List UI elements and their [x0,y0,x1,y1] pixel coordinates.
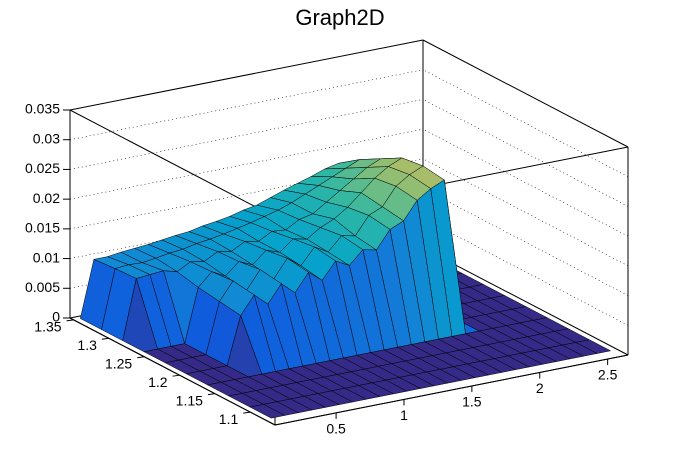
z-tick-label: 0.02 [33,190,60,206]
y-tick-label: 1.2 [148,374,168,390]
box-edge [69,109,276,218]
grid-line [422,128,629,237]
x-tick-label: 2.5 [598,367,618,383]
x-tick-label: 2 [536,380,544,396]
y-tick-label: 1.25 [105,355,132,371]
grid-line [422,158,629,267]
x-axis [274,354,629,426]
z-tick-label: 0.025 [25,160,60,176]
z-tick-label: 0.035 [25,101,60,117]
grid-line [422,39,629,148]
y-tick-label: 1.3 [77,337,97,353]
y-tick-label: 1.15 [176,392,203,408]
y-tick [137,356,145,359]
box-edge [69,39,424,111]
y-tick [66,319,74,322]
y-tick [101,337,109,340]
grid-line [422,218,629,326]
grid-line [422,69,629,177]
chart-title: Graph2D [295,5,384,30]
y-axis [69,317,276,426]
surface-cell [249,404,286,419]
z-tick-label: 0.01 [33,249,60,265]
z-tick-label: 0.005 [25,279,60,295]
y-tick [207,393,215,396]
y-tick [243,411,251,414]
grid-line [422,188,629,296]
y-tick-label: 1.35 [34,319,61,335]
grid-line [422,99,629,207]
y-tick-label: 1.1 [219,411,239,427]
x-tick-label: 1.5 [462,394,482,410]
x-tick-label: 1 [400,407,408,423]
x-tick-label: 0.5 [326,421,346,437]
z-tick-label: 0.03 [33,130,60,146]
grid-line [422,247,629,356]
y-tick [172,374,180,377]
grid-line [69,69,424,141]
z-tick-label: 0.015 [25,220,60,236]
z-tick-label: 0 [52,309,60,325]
